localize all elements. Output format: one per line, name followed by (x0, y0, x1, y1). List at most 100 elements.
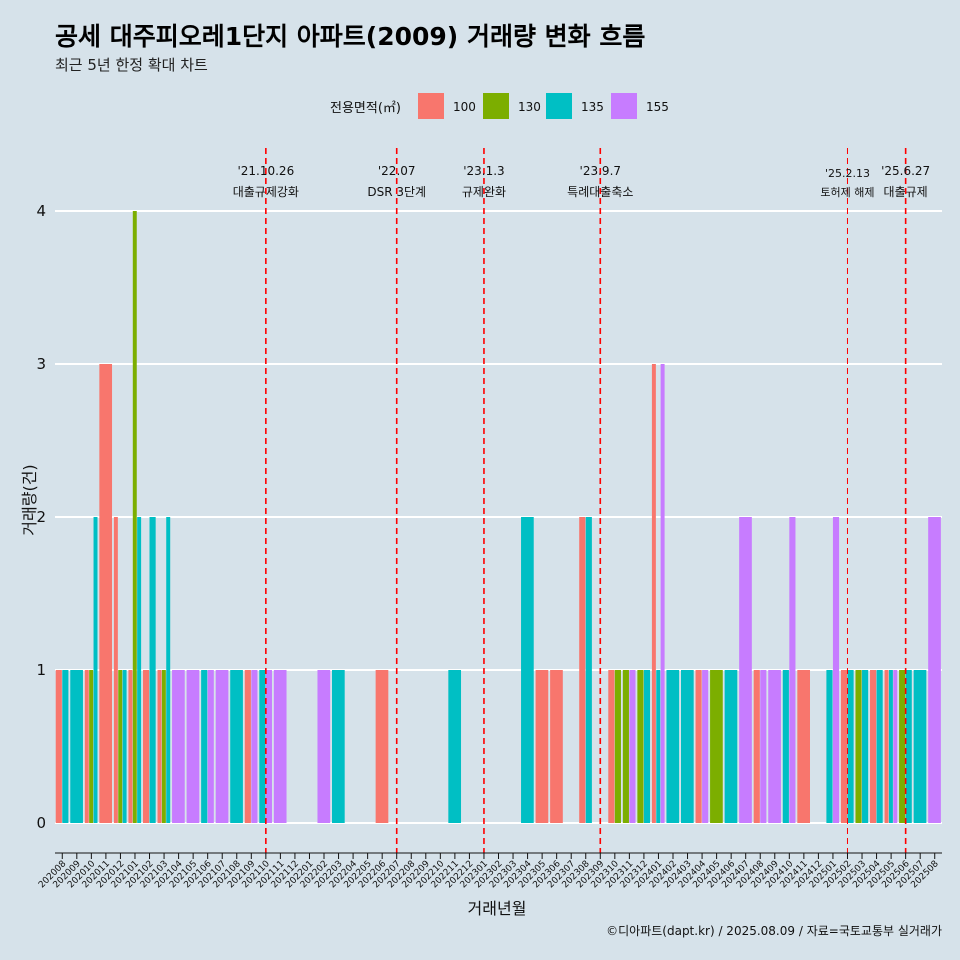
x-axis: 2020082020092020102020112020122021012021… (37, 852, 942, 890)
bar-202501-155 (832, 517, 840, 823)
bar-202501-135 (826, 670, 833, 823)
bar-202102-100 (142, 670, 150, 823)
x-axis-label: 거래년월 (468, 899, 527, 918)
event-date-202502: '25.2.13 (825, 167, 870, 180)
bar-202404-155 (702, 670, 709, 823)
chart-title: 공세 대주피오레1단지 아파트(2009) 거래량 변화 흐름 (55, 22, 645, 51)
bar-202101-130 (132, 211, 137, 823)
bar-202009-135 (70, 670, 83, 823)
chart-subtitle: 최근 5년 한정 확대 차트 (55, 56, 208, 74)
bar-202504-100 (870, 670, 877, 823)
bar-202508-155 (928, 517, 941, 823)
bar-202308-135 (585, 517, 592, 823)
bar-202401-135 (656, 670, 661, 823)
bar-202505-155 (893, 670, 898, 823)
bar-202408-100 (753, 670, 760, 823)
legend-label-135: 135 (581, 100, 604, 114)
y-axis: 0 1 2 3 4 (36, 202, 46, 832)
bar-202010-100 (84, 670, 89, 823)
bar-202408-155 (760, 670, 767, 823)
bar-202106-155 (207, 670, 214, 823)
bar-202102-135 (149, 517, 156, 823)
bar-202305-100 (535, 670, 549, 823)
bar-202012-135 (122, 670, 127, 823)
bar-202011-100 (99, 364, 113, 823)
legend-swatch-100 (418, 93, 444, 119)
bar-202308-100 (579, 517, 586, 823)
bar-202012-100 (113, 517, 118, 823)
event-markers: '21.10.26 대출규제강화 '22.07 DSR 3단계 '23.1.3 규제완화 '… (233, 148, 930, 853)
bar-202010-135 (93, 517, 98, 823)
bar-202504-135 (876, 670, 883, 823)
event-date-202110: '21.10.26 (237, 164, 294, 178)
y-axis-label: 거래량(건) (20, 464, 39, 535)
event-label-202502: 토허제 해제 (820, 185, 874, 199)
event-label-202207: DSR 3단계 (367, 185, 426, 199)
bar-202202-155 (317, 670, 331, 823)
bar-202105-155 (186, 670, 200, 823)
event-date-202309: '23.9.7 (580, 164, 621, 178)
event-label-202110: 대출규제강화 (233, 185, 299, 199)
legend-label-130: 130 (518, 100, 541, 114)
bar-202203-135 (332, 670, 345, 823)
bar-202401-155 (660, 364, 665, 823)
bar-202311-130 (622, 670, 629, 823)
legend-swatch-155 (611, 93, 637, 119)
bar-202110-135 (259, 670, 266, 823)
bar-202008-100 (55, 670, 62, 823)
bar-202103-135 (166, 517, 171, 823)
bar-202206-100 (375, 670, 389, 823)
bar-202104-155 (172, 670, 185, 823)
event-label-202301: 규제완화 (462, 185, 506, 199)
bar-202503-135 (862, 670, 869, 823)
bar-202403-135 (680, 670, 694, 823)
y-tick-3: 3 (36, 355, 46, 373)
bar-202404-100 (695, 670, 702, 823)
bar-202311-155 (629, 670, 636, 823)
bar-202407-155 (739, 517, 752, 823)
bar-202401-100 (651, 364, 656, 823)
bar-202109-100 (244, 670, 251, 823)
bar-202010-130 (89, 670, 94, 823)
bar-202106-135 (201, 670, 208, 823)
bar-202505-100 (884, 670, 889, 823)
bar-202111-155 (273, 670, 287, 823)
legend-label-155: 155 (646, 100, 669, 114)
bars (55, 211, 941, 823)
event-label-202506: 대출규제 (884, 185, 928, 199)
y-tick-4: 4 (36, 202, 46, 220)
bar-202012-130 (118, 670, 123, 823)
bar-202108-135 (230, 670, 243, 823)
bar-202008-135 (62, 670, 69, 823)
legend-swatch-130 (483, 93, 509, 119)
bar-202506-135 (905, 670, 912, 823)
bar-202507-135 (913, 670, 927, 823)
legend-swatch-135 (546, 93, 572, 119)
bar-202502-100 (840, 670, 848, 823)
bar-202103-130 (161, 670, 166, 823)
y-tick-0: 0 (36, 814, 46, 832)
bar-202405-130 (710, 670, 723, 823)
bar-202402-135 (666, 670, 680, 823)
bar-202101-135 (137, 517, 142, 823)
bar-202211-135 (448, 670, 462, 823)
event-label-202309: 특례대출축소 (567, 185, 633, 199)
legend: 전용면적(㎡) 100 130 135 155 (330, 93, 669, 119)
bar-202110-155 (265, 670, 272, 823)
bar-202409-155 (768, 670, 781, 823)
bar-202101-100 (128, 670, 133, 823)
bar-202411-100 (797, 670, 811, 823)
event-date-202506: '25.6.27 (881, 164, 930, 178)
bar-202502-135 (847, 670, 854, 823)
bar-202406-135 (724, 670, 738, 823)
bar-202410-155 (789, 517, 796, 823)
bar-202306-100 (550, 670, 563, 823)
bar-202410-135 (782, 670, 789, 823)
bar-202505-135 (888, 670, 893, 823)
event-date-202301: '23.1.3 (463, 164, 504, 178)
y-tick-2: 2 (36, 508, 46, 526)
bar-202109-155 (251, 670, 258, 823)
bar-202503-130 (855, 670, 862, 823)
